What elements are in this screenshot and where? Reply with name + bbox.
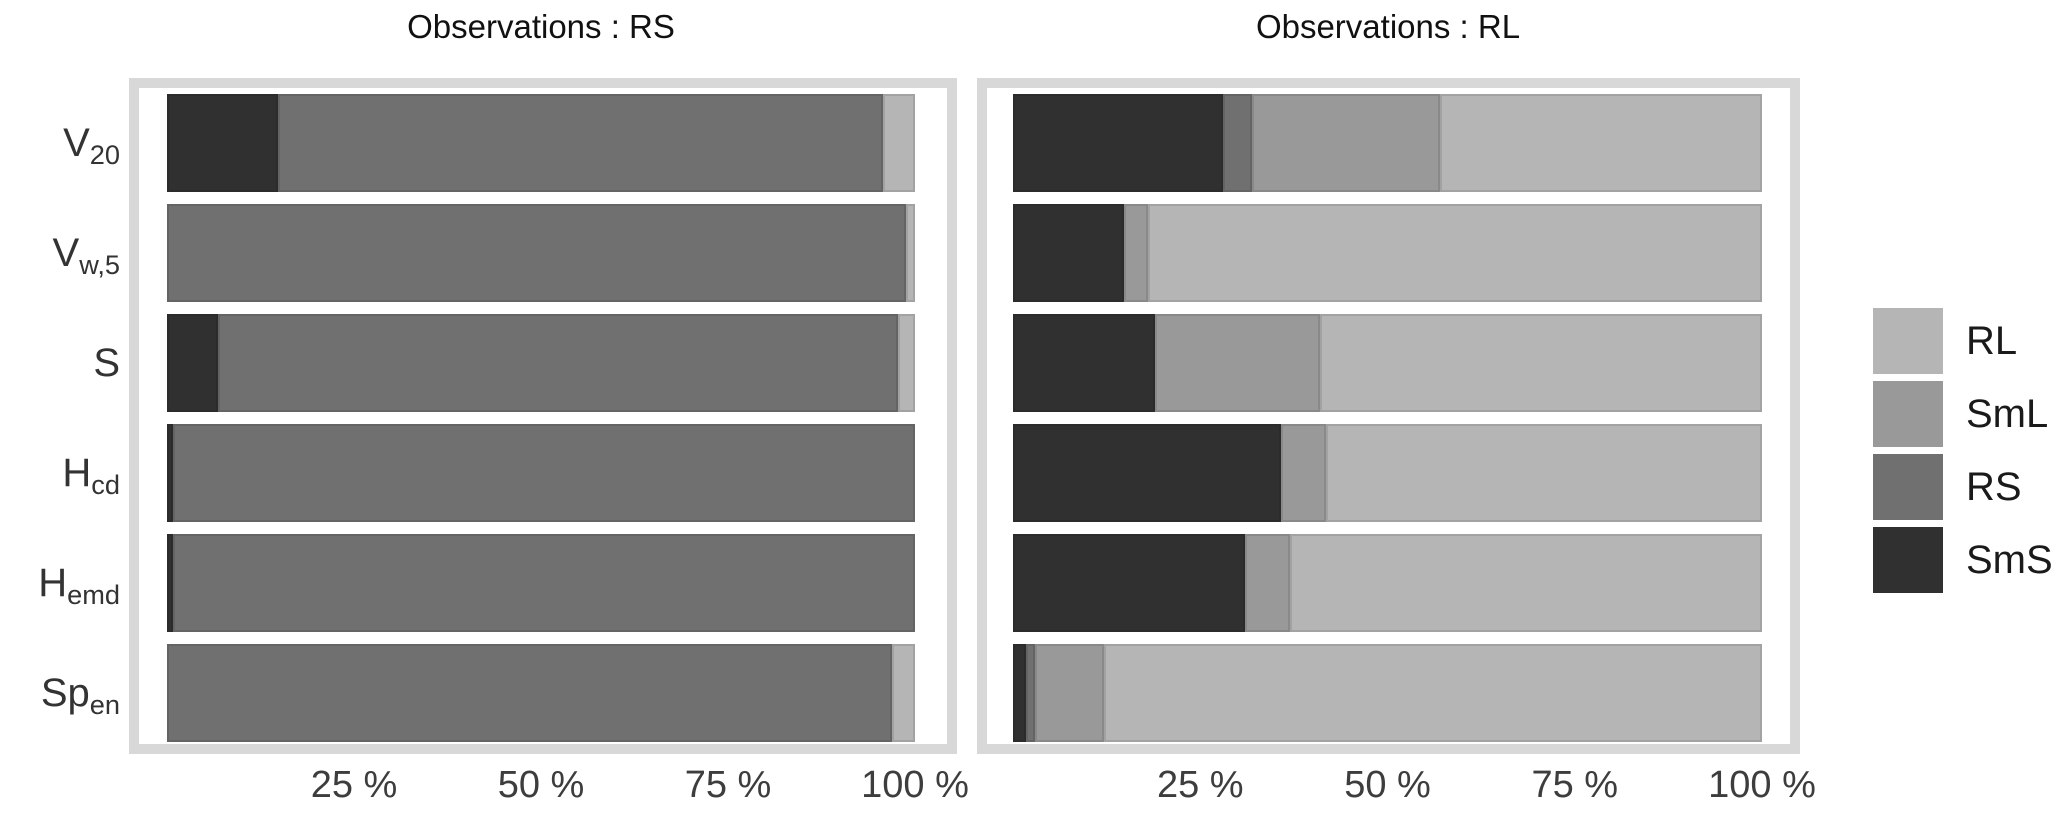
left-panel — [129, 78, 957, 754]
bar-segment-SmS — [167, 94, 278, 192]
bar-segment-RS — [1025, 644, 1035, 742]
bar-segment-SmS — [167, 314, 218, 412]
x-tick-label: 75 % — [1531, 764, 1619, 806]
legend-swatch-SmL — [1873, 381, 1943, 447]
left-panel-bars-area — [167, 94, 915, 742]
bar-row-Hcd — [167, 424, 915, 522]
bar-segment-SmS — [167, 534, 173, 632]
y-axis-label-Vw,5: Vw,5 — [52, 231, 121, 280]
bar-segment-SmS — [1013, 94, 1223, 192]
bar-row-Spen — [1013, 644, 1762, 742]
right-panel-title: Observations : RL — [1255, 8, 1521, 45]
bar-segment-SmL — [1251, 94, 1440, 192]
bar-segment-SmS — [1013, 534, 1246, 632]
legend-label-RS: RS — [1966, 465, 2022, 509]
legend-swatch-SmS — [1873, 527, 1943, 593]
bar-row-Vw,5 — [1013, 204, 1762, 302]
bar-segment-SmL — [1281, 424, 1327, 522]
x-tick-label: 75 % — [684, 764, 772, 806]
bar-row-Hcd — [1013, 424, 1762, 522]
bar-row-Hemd — [1013, 534, 1762, 632]
bar-segment-RL — [1320, 314, 1762, 412]
bar-row-V20 — [1013, 94, 1762, 192]
bar-segment-RL — [882, 94, 915, 192]
bar-row-Hemd — [167, 534, 915, 632]
legend-label-SmS: SmS — [1966, 538, 2053, 582]
bar-segment-SmL — [1245, 534, 1291, 632]
right-panel-bars-area — [1013, 94, 1762, 742]
bar-segment-RL — [1290, 534, 1762, 632]
legend-swatch-RL — [1873, 308, 1943, 374]
bar-segment-SmS — [167, 424, 173, 522]
bar-segment-RS — [167, 204, 907, 302]
bar-segment-SmL — [1034, 644, 1104, 742]
bar-segment-RL — [1147, 204, 1762, 302]
y-axis-label-Hcd: Hcd — [62, 451, 120, 500]
bar-segment-SmS — [1013, 204, 1124, 302]
bar-segment-RL — [906, 204, 915, 302]
y-axis-label-Hemd: Hemd — [38, 561, 120, 610]
bar-segment-SmS — [1013, 644, 1026, 742]
x-tick-label: 25 % — [1156, 764, 1244, 806]
bar-segment-SmS — [1013, 424, 1282, 522]
bar-row-S — [1013, 314, 1762, 412]
x-tick-label: 100 % — [861, 764, 969, 806]
right-x-axis-ticks: 25 % 50 % 75 % 100 % — [1013, 762, 1816, 808]
bar-segment-RS — [1222, 94, 1252, 192]
left-panel-title: Observations : RS — [407, 8, 675, 45]
x-tick-label: 25 % — [310, 764, 398, 806]
legend-label-SmL: SmL — [1966, 392, 2049, 436]
bar-row-V20 — [167, 94, 915, 192]
legend-item-RL: RL — [1873, 308, 2067, 374]
bar-row-S — [167, 314, 915, 412]
bar-segment-RL — [891, 644, 915, 742]
y-axis-label-V20: V20 — [63, 121, 120, 170]
y-axis-labels: V20 Vw,5 S Hcd Hemd Spen — [0, 78, 120, 754]
bar-segment-RS — [172, 534, 915, 632]
bar-segment-RL — [1103, 644, 1762, 742]
bar-row-Spen — [167, 644, 915, 742]
legend-label-RL: RL — [1966, 319, 2018, 363]
legend-item-SmL: SmL — [1873, 381, 2067, 447]
bar-segment-RS — [172, 424, 915, 522]
y-axis-label-Spen: Spen — [40, 671, 120, 720]
bar-segment-SmS — [1013, 314, 1156, 412]
legend: RL SmL RS SmS — [1873, 308, 2067, 594]
y-axis-label-S: S — [93, 341, 120, 385]
bar-segment-SmL — [1123, 204, 1148, 302]
legend-item-SmS: SmS — [1873, 527, 2067, 593]
bar-segment-RL — [1439, 94, 1762, 192]
bar-segment-RL — [1326, 424, 1762, 522]
bar-segment-RL — [897, 314, 915, 412]
bar-segment-SmL — [1155, 314, 1321, 412]
bar-row-Vw,5 — [167, 204, 915, 302]
left-x-axis-ticks: 25 % 50 % 75 % 100 % — [167, 762, 969, 808]
legend-item-RS: RS — [1873, 454, 2067, 520]
legend-swatch-RS — [1873, 454, 1943, 520]
right-panel — [977, 78, 1800, 754]
bar-segment-RS — [277, 94, 883, 192]
x-tick-label: 50 % — [1344, 764, 1431, 806]
x-tick-label: 100 % — [1708, 764, 1816, 806]
bar-segment-RS — [217, 314, 898, 412]
bar-segment-RS — [167, 644, 892, 742]
x-tick-label: 50 % — [497, 764, 585, 806]
